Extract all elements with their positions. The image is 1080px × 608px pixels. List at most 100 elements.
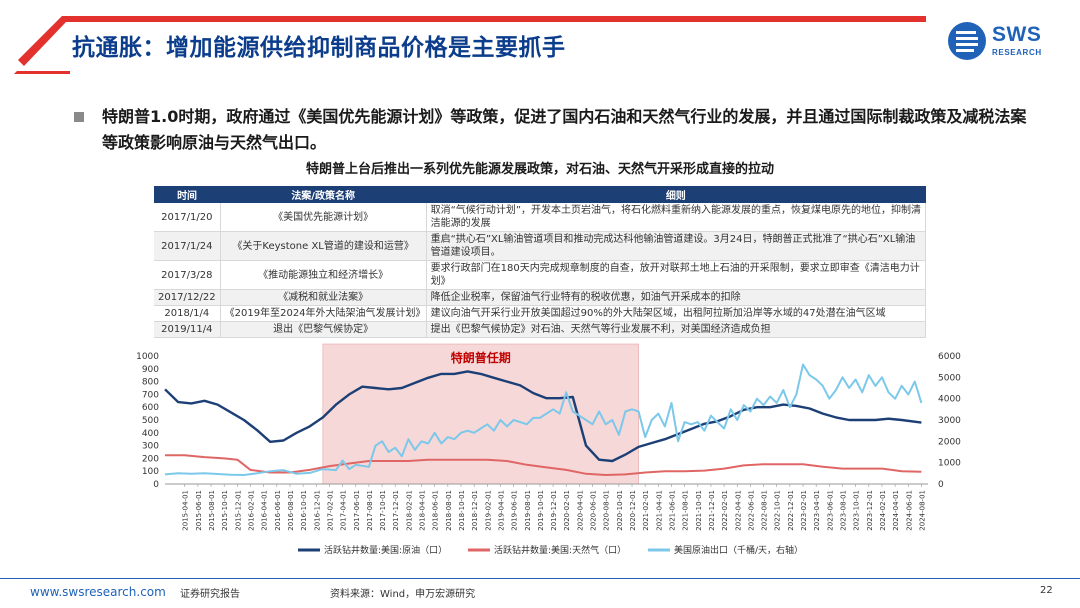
cell-date: 2017/12/22 xyxy=(154,289,221,306)
y-right-tick: 6000 xyxy=(938,352,961,362)
cell-policy: 《推动能源独立和经济增长》 xyxy=(220,260,427,290)
x-tick-label: 2020-10-01 xyxy=(616,490,624,531)
sws-logo: SWS RESEARCH xyxy=(948,22,1068,62)
legend-label-1: 活跃钻井数量:美国:原油（口） xyxy=(324,544,447,556)
x-tick-label: 2017-12-01 xyxy=(392,490,400,531)
page-number: 22 xyxy=(1040,585,1053,596)
cell-date: 2019/11/4 xyxy=(154,321,221,338)
y-right-tick: 5000 xyxy=(938,373,961,383)
x-tick-label: 2024-02-01 xyxy=(879,490,887,531)
x-tick-label: 2016-08-01 xyxy=(287,490,295,531)
x-tick-label: 2015-08-01 xyxy=(208,490,216,531)
y-right-tick: 3000 xyxy=(938,416,961,426)
x-tick-label: 2023-04-01 xyxy=(813,490,821,531)
x-tick-label: 2018-04-01 xyxy=(419,490,427,531)
logo-text: SWS xyxy=(992,23,1042,46)
x-tick-label: 2017-04-01 xyxy=(340,490,348,531)
y-left-tick: 500 xyxy=(142,416,159,426)
x-tick-label: 2020-02-01 xyxy=(563,490,571,531)
x-tick-label: 2019-08-01 xyxy=(524,490,532,531)
x-tick-label: 2022-10-01 xyxy=(774,490,782,531)
x-tick-label: 2020-12-01 xyxy=(629,490,637,531)
logo-subtext: RESEARCH xyxy=(992,48,1042,57)
x-tick-label: 2019-02-01 xyxy=(484,490,492,531)
column-header-date: 时间 xyxy=(154,186,221,203)
x-tick-label: 2015-06-01 xyxy=(195,490,203,531)
x-tick-label: 2023-10-01 xyxy=(853,490,861,531)
policy-table: 时间 法案/政策名称 细则 2017/1/20 《美国优先能源计划》 取消“气候… xyxy=(154,186,927,338)
legend-label-2: 活跃钻井数量:美国:天然气（口） xyxy=(494,544,626,556)
title-banner: 抗通胀：增加能源供给抑制商品价格是主要抓手 xyxy=(10,14,930,76)
page-title: 抗通胀：增加能源供给抑制商品价格是主要抓手 xyxy=(72,35,566,61)
period-annotation: 特朗普任期 xyxy=(451,350,511,365)
column-header-detail: 细则 xyxy=(426,186,926,203)
x-tick-label: 2022-02-01 xyxy=(721,490,729,531)
table-row: 2019/11/4 退出《巴黎气候协定》 提出《巴黎气候协定》对石油、天然气等行… xyxy=(154,321,927,338)
y-left-tick: 200 xyxy=(142,454,159,464)
x-tick-label: 2024-06-01 xyxy=(905,490,913,531)
x-tick-label: 2021-04-01 xyxy=(655,490,663,531)
y-left-tick: 1000 xyxy=(136,352,159,362)
x-tick-label: 2021-10-01 xyxy=(695,490,703,531)
x-tick-label: 2019-12-01 xyxy=(550,490,558,531)
legend-label-3: 美国原油出口（千桶/天，右轴） xyxy=(674,544,803,556)
footer-divider xyxy=(0,578,1080,579)
cell-date: 2018/1/4 xyxy=(154,305,221,322)
x-tick-label: 2023-08-01 xyxy=(839,490,847,531)
x-tick-label: 2016-06-01 xyxy=(274,490,282,531)
x-tick-label: 2021-08-01 xyxy=(682,490,690,531)
x-tick-label: 2024-08-01 xyxy=(918,490,926,531)
x-tick-label: 2020-06-01 xyxy=(590,490,598,531)
x-tick-label: 2023-02-01 xyxy=(800,490,808,531)
x-tick-label: 2016-02-01 xyxy=(248,490,256,531)
series-line-2 xyxy=(165,454,922,476)
title-banner-shape xyxy=(14,16,926,74)
cell-policy: 退出《巴黎气候协定》 xyxy=(220,321,427,338)
table-caption: 特朗普上台后推出一系列优先能源发展政策，对石油、天然气开采形成直接的拉动 xyxy=(305,162,774,177)
x-tick-label: 2015-04-01 xyxy=(182,490,190,531)
x-tick-label: 2021-12-01 xyxy=(708,490,716,531)
x-tick-label: 2017-08-01 xyxy=(366,490,374,531)
cell-date: 2017/3/28 xyxy=(154,260,221,290)
x-tick-label: 2016-12-01 xyxy=(313,490,321,531)
x-tick-label: 2024-04-01 xyxy=(892,490,900,531)
drilling-export-chart: 特朗普任期 0 100 200 300 400 500 600 700 800 900 1000 0 10… xyxy=(136,343,961,556)
cell-policy: 《关于Keystone XL管道的建设和运营》 xyxy=(220,231,427,261)
y-right-tick: 4000 xyxy=(938,395,961,405)
cell-detail: 取消“气候行动计划”，开发本土页岩油气，将石化燃料重新纳入能源发展的重点，恢复煤… xyxy=(426,203,927,232)
x-tick-label: 2018-10-01 xyxy=(458,490,466,531)
x-tick-label: 2018-02-01 xyxy=(405,490,413,531)
cell-detail: 重启“拱心石”XL输油管道项目和推动完成达科他输油管道建设。3月24日，特朗普正… xyxy=(426,231,927,261)
x-tick-label: 2016-10-01 xyxy=(300,490,308,531)
y-left-tick: 900 xyxy=(142,365,159,375)
cell-detail: 建议向油气开采行业开放美国超过90%的外大陆架区域，出租阿拉斯加沿岸等水域的47… xyxy=(426,305,927,322)
x-tick-label: 2019-06-01 xyxy=(511,490,519,531)
y-left-tick: 800 xyxy=(142,378,159,388)
y-left-tick: 700 xyxy=(142,390,159,400)
x-tick-label: 2020-08-01 xyxy=(603,490,611,531)
x-tick-label: 2015-12-01 xyxy=(234,490,242,531)
column-header-policy: 法案/政策名称 xyxy=(220,186,427,203)
y-right-tick: 2000 xyxy=(938,437,961,447)
x-tick-label: 2022-04-01 xyxy=(734,490,742,531)
footer-source: 资料来源：Wind，申万宏源研究 xyxy=(330,589,476,600)
y-right-tick: 0 xyxy=(938,480,944,490)
y-left-tick: 600 xyxy=(142,403,159,413)
cell-detail: 要求行政部门在180天内完成规章制度的自查，放开对联邦土地上石油的开采限制，要求… xyxy=(426,260,927,290)
table-row: 2017/12/22 《减税和就业法案》 降低企业税率，保留油气行业特有的税收优… xyxy=(154,289,927,306)
x-tick-label: 2021-02-01 xyxy=(642,490,650,531)
cell-detail: 提出《巴黎气候协定》对石油、天然气等行业发展不利，对美国经济造成负担 xyxy=(426,321,927,338)
logo-emblem-icon xyxy=(948,22,986,60)
table-row: 2017/3/28 《推动能源独立和经济增长》 要求行政部门在180天内完成规章… xyxy=(154,260,927,290)
cell-policy: 《美国优先能源计划》 xyxy=(220,203,427,232)
y-right-tick: 1000 xyxy=(938,459,961,469)
x-tick-label: 2017-10-01 xyxy=(379,490,387,531)
x-tick-label: 2019-10-01 xyxy=(537,490,545,531)
x-tick-label: 2023-12-01 xyxy=(866,490,874,531)
table-row: 2017/1/24 《关于Keystone XL管道的建设和运营》 重启“拱心石… xyxy=(154,231,927,261)
x-tick-label: 2016-04-01 xyxy=(261,490,269,531)
cell-date: 2017/1/20 xyxy=(154,203,221,232)
footer-website-link[interactable]: www.swsresearch.com xyxy=(30,585,166,599)
x-tick-label: 2022-06-01 xyxy=(747,490,755,531)
y-left-tick: 300 xyxy=(142,442,159,452)
